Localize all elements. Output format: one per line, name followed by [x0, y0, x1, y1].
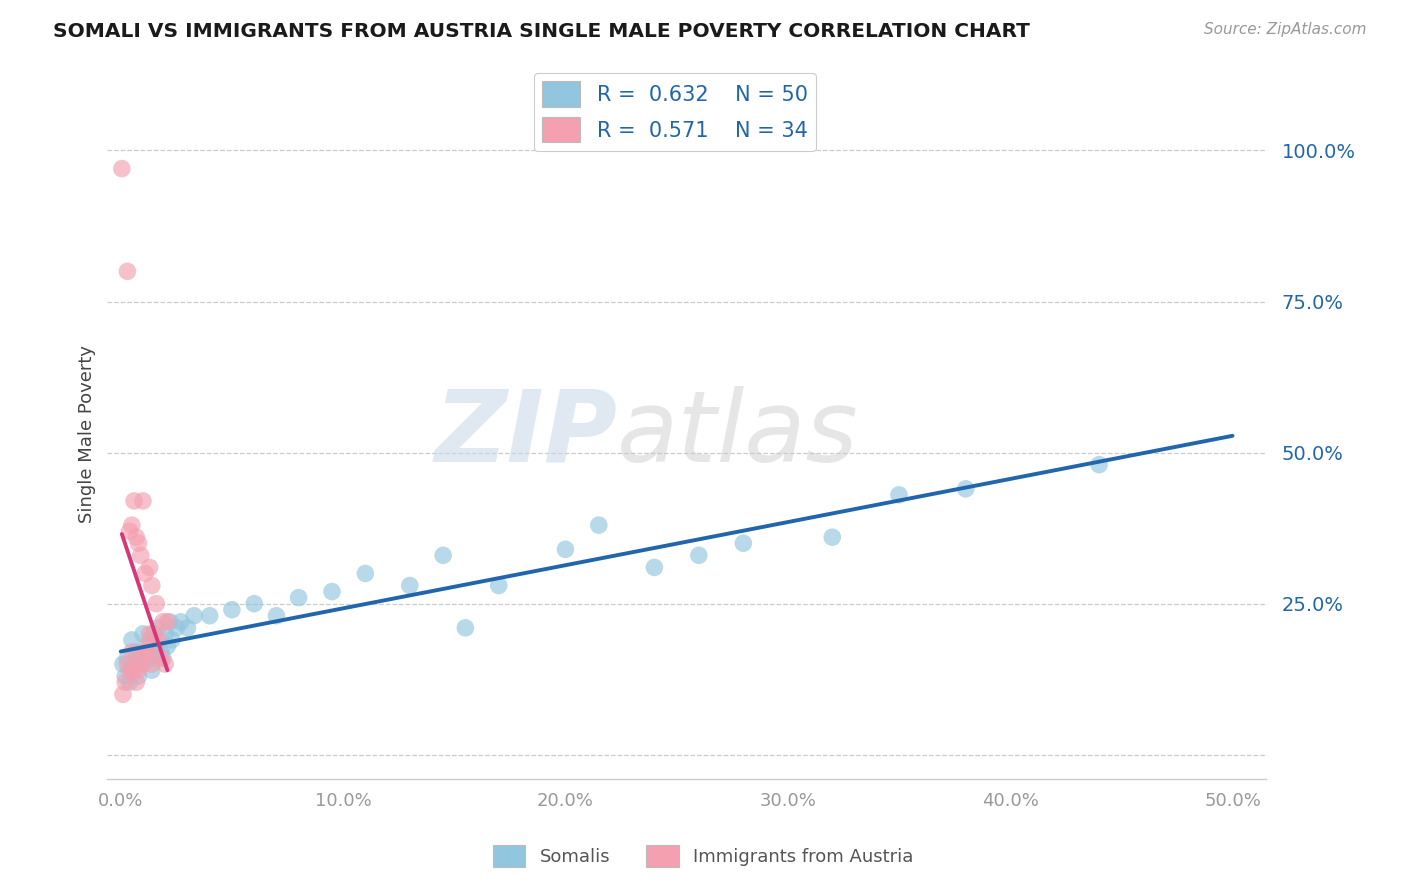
Text: Source: ZipAtlas.com: Source: ZipAtlas.com	[1204, 22, 1367, 37]
Point	[354, 566, 377, 581]
Point	[143, 651, 166, 665]
Point	[145, 639, 167, 653]
Point	[153, 657, 176, 672]
Point	[488, 578, 510, 592]
Point	[128, 663, 150, 677]
Point	[117, 651, 139, 665]
Point	[160, 632, 183, 647]
Legend: Somalis, Immigrants from Austria: Somalis, Immigrants from Austria	[485, 838, 921, 874]
Point	[136, 639, 159, 653]
Point	[141, 578, 163, 592]
Point	[117, 264, 139, 278]
Point	[887, 488, 910, 502]
Point	[141, 663, 163, 677]
Point	[149, 645, 172, 659]
Point	[159, 615, 181, 629]
Point	[183, 608, 205, 623]
Point	[134, 645, 156, 659]
Point	[117, 657, 139, 672]
Point	[156, 615, 179, 629]
Point	[136, 651, 159, 665]
Point	[122, 663, 145, 677]
Text: atlas: atlas	[617, 386, 859, 483]
Point	[138, 627, 160, 641]
Point	[156, 639, 179, 653]
Point	[134, 566, 156, 581]
Point	[121, 663, 143, 677]
Point	[138, 560, 160, 574]
Point	[125, 675, 148, 690]
Point	[145, 597, 167, 611]
Point	[152, 651, 174, 665]
Point	[198, 608, 221, 623]
Point	[129, 651, 152, 665]
Point	[129, 651, 152, 665]
Point	[152, 615, 174, 629]
Point	[955, 482, 977, 496]
Point	[266, 608, 288, 623]
Point	[136, 645, 159, 659]
Point	[132, 627, 155, 641]
Legend: R =  0.632    N = 50, R =  0.571    N = 34: R = 0.632 N = 50, R = 0.571 N = 34	[534, 73, 815, 151]
Point	[132, 494, 155, 508]
Point	[149, 651, 172, 665]
Point	[1088, 458, 1111, 472]
Point	[143, 627, 166, 641]
Point	[114, 675, 136, 690]
Point	[221, 603, 243, 617]
Point	[143, 627, 166, 641]
Point	[138, 632, 160, 647]
Point	[118, 524, 141, 538]
Y-axis label: Single Male Poverty: Single Male Poverty	[79, 345, 96, 524]
Point	[121, 632, 143, 647]
Point	[111, 687, 134, 701]
Point	[643, 560, 665, 574]
Point	[243, 597, 266, 611]
Point	[129, 549, 152, 563]
Point	[398, 578, 420, 592]
Point	[134, 645, 156, 659]
Point	[688, 549, 710, 563]
Point	[141, 657, 163, 672]
Point	[153, 627, 176, 641]
Point	[287, 591, 309, 605]
Point	[132, 657, 155, 672]
Point	[454, 621, 477, 635]
Point	[132, 657, 155, 672]
Point	[121, 645, 143, 659]
Point	[176, 621, 198, 635]
Text: SOMALI VS IMMIGRANTS FROM AUSTRIA SINGLE MALE POVERTY CORRELATION CHART: SOMALI VS IMMIGRANTS FROM AUSTRIA SINGLE…	[53, 22, 1031, 41]
Point	[554, 542, 576, 557]
Point	[148, 632, 170, 647]
Point	[122, 657, 145, 672]
Point	[125, 530, 148, 544]
Point	[125, 645, 148, 659]
Point	[165, 621, 187, 635]
Point	[122, 494, 145, 508]
Point	[588, 518, 610, 533]
Point	[114, 669, 136, 683]
Point	[128, 536, 150, 550]
Point	[128, 669, 150, 683]
Point	[111, 161, 134, 176]
Point	[118, 675, 141, 690]
Point	[148, 621, 170, 635]
Point	[111, 657, 134, 672]
Point	[170, 615, 193, 629]
Text: ZIP: ZIP	[434, 386, 617, 483]
Point	[118, 663, 141, 677]
Point	[733, 536, 755, 550]
Point	[121, 518, 143, 533]
Point	[321, 584, 343, 599]
Point	[432, 549, 454, 563]
Point	[821, 530, 844, 544]
